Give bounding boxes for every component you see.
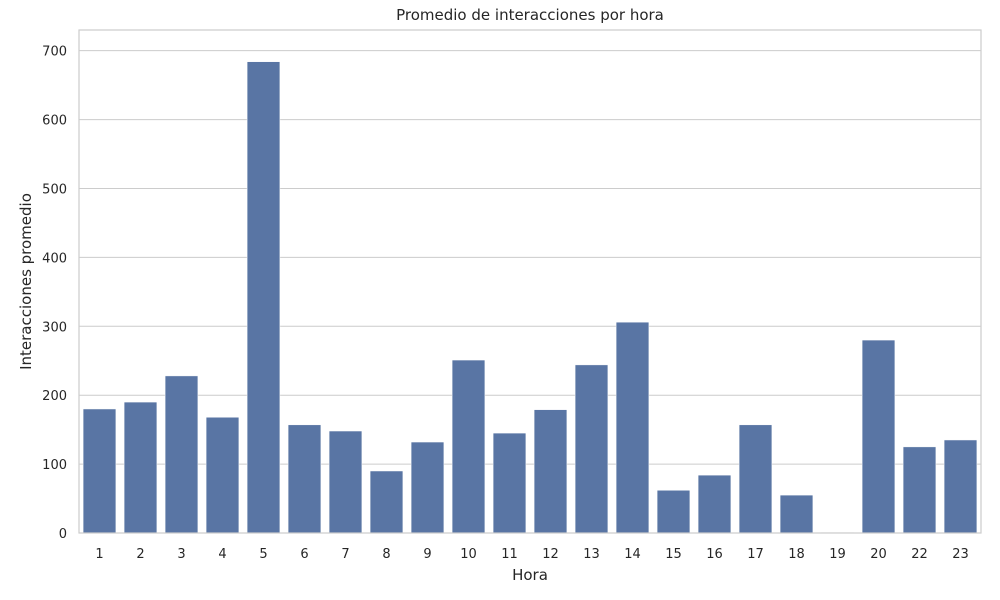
y-tick-label: 500 <box>42 182 67 197</box>
bar-hora-18 <box>779 494 814 534</box>
y-tick-label: 300 <box>42 320 67 335</box>
x-tick-label: 5 <box>259 547 267 562</box>
bar-hora-23 <box>943 439 978 534</box>
bar-hora-3 <box>164 375 199 534</box>
x-tick-label: 16 <box>706 547 723 562</box>
bar-hora-4 <box>205 416 240 534</box>
x-tick-label: 13 <box>583 547 600 562</box>
bar-hora-1 <box>82 408 117 534</box>
y-tick-labels: 0 100 200 300 400 500 600 700 <box>42 45 67 542</box>
x-tick-label: 17 <box>747 547 764 562</box>
x-tick-label: 10 <box>460 547 477 562</box>
x-axis-title: Hora <box>512 566 548 584</box>
y-axis-title: Interacciones promedio <box>17 193 35 370</box>
bar-hora-22 <box>902 446 937 534</box>
y-tick-label: 400 <box>42 251 67 266</box>
bar-hora-9 <box>410 441 445 534</box>
bars <box>82 61 978 534</box>
x-tick-label: 7 <box>341 547 349 562</box>
x-tick-label: 23 <box>952 547 969 562</box>
x-tick-label: 14 <box>624 547 641 562</box>
y-tick-label: 100 <box>42 458 67 473</box>
x-tick-label: 18 <box>788 547 805 562</box>
bar-hora-11 <box>492 432 527 534</box>
y-tick-label: 0 <box>59 527 67 542</box>
x-tick-label: 6 <box>300 547 308 562</box>
bar-hora-16 <box>697 474 732 534</box>
x-tick-label: 11 <box>501 547 518 562</box>
bar-hora-8 <box>369 470 404 534</box>
x-tick-label: 22 <box>911 547 928 562</box>
x-tick-label: 4 <box>218 547 226 562</box>
x-tick-label: 9 <box>423 547 431 562</box>
bar-hora-7 <box>328 430 363 534</box>
x-tick-label: 12 <box>542 547 559 562</box>
x-tick-label: 19 <box>829 547 846 562</box>
plot-frame <box>78 29 982 534</box>
y-tick-label: 200 <box>42 389 67 404</box>
bar-hora-13 <box>574 364 609 534</box>
bar-hora-17 <box>738 424 773 534</box>
bar-hora-5 <box>246 61 281 534</box>
x-tick-label: 1 <box>95 547 103 562</box>
bar-hora-12 <box>533 409 568 534</box>
bar-hora-2 <box>123 401 158 534</box>
x-tick-label: 20 <box>870 547 887 562</box>
bar-hora-20 <box>861 339 896 534</box>
y-tick-label: 700 <box>42 45 67 60</box>
bar-hora-14 <box>615 321 650 534</box>
x-tick-label: 2 <box>136 547 144 562</box>
x-tick-label: 15 <box>665 547 682 562</box>
x-tick-label: 3 <box>177 547 185 562</box>
bar-hora-15 <box>656 490 691 534</box>
chart-title: Promedio de interacciones por hora <box>396 6 664 24</box>
x-tick-labels: 1 2 3 4 5 6 7 8 9 10 11 12 13 14 15 16 17 18 19 20 22 23 <box>95 547 968 562</box>
bar-hora-10 <box>451 359 486 534</box>
y-tick-label: 600 <box>42 114 67 129</box>
x-tick-label: 8 <box>382 547 390 562</box>
bar-hora-6 <box>287 424 322 534</box>
